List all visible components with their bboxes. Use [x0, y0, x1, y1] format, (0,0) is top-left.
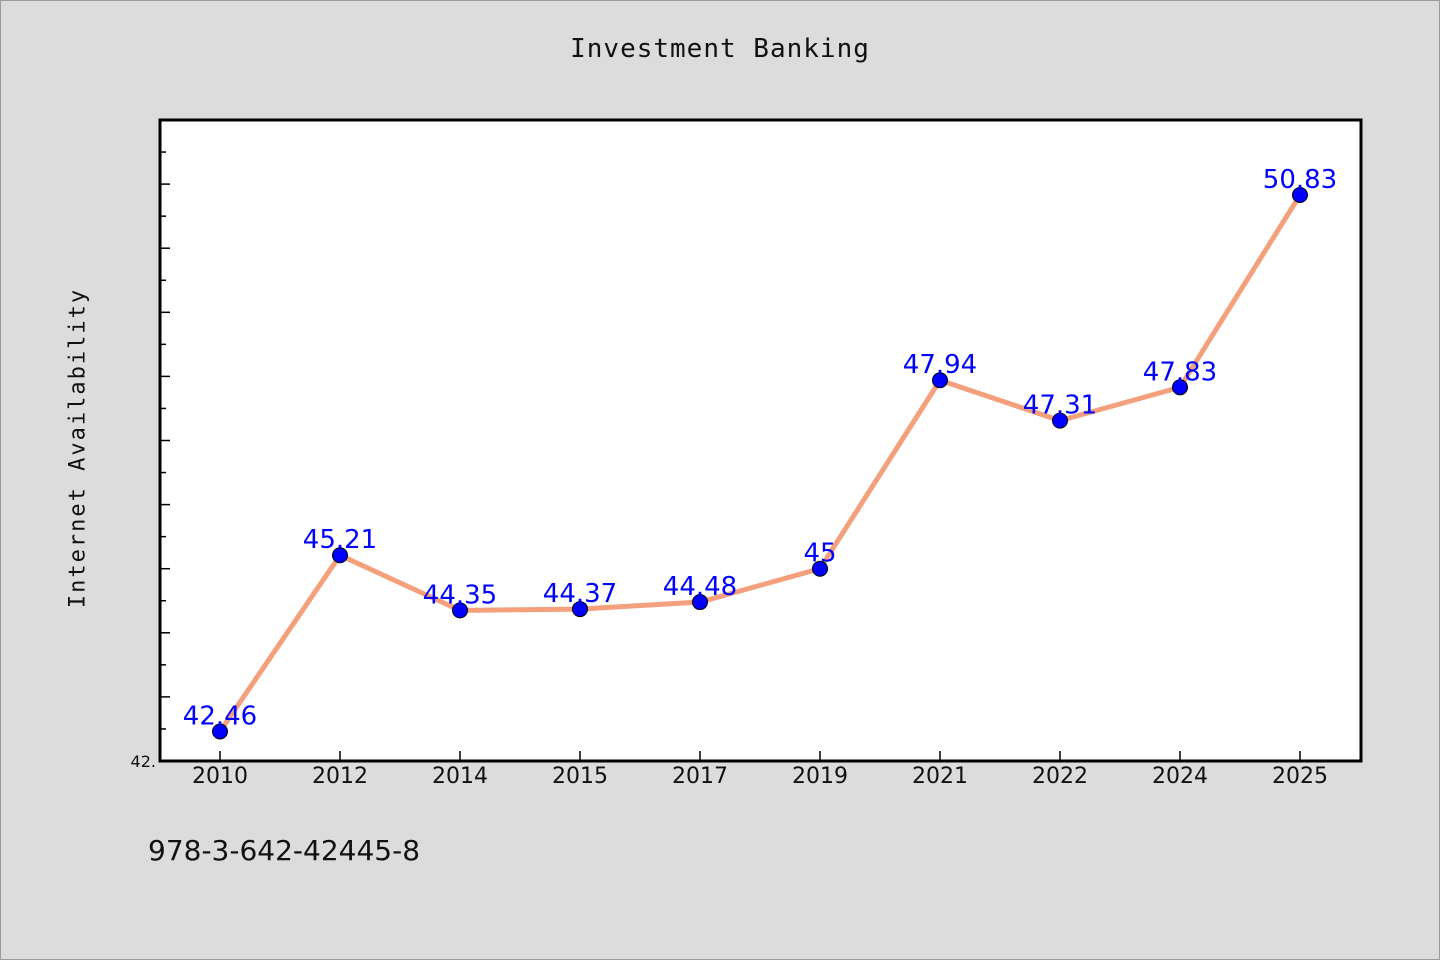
x-tick-label: 2012 — [312, 764, 368, 789]
data-label: 47.31 — [1023, 391, 1097, 421]
data-labels: 42.46 45.21 44.35 44.37 44.48 45 47.94 47.31 47.… — [183, 165, 1337, 732]
x-tick-label: 2021 — [912, 764, 968, 789]
data-label: 45.21 — [303, 525, 377, 555]
series-line — [217, 193, 1303, 733]
series-layer — [212, 186, 1308, 740]
y-axis-ticks: 42. — [131, 119, 170, 771]
data-label: 47.94 — [903, 350, 977, 380]
x-tick-label: 2010 — [192, 764, 248, 789]
data-point — [212, 723, 228, 740]
data-label: 44.48 — [663, 572, 737, 602]
x-tick-label: 2014 — [432, 764, 488, 789]
data-point — [692, 594, 708, 611]
data-label: 45 — [803, 539, 836, 569]
x-tick-label: 2015 — [552, 764, 608, 789]
isbn-text: 978-3-642-42445-8 — [148, 834, 421, 867]
data-label: 44.37 — [543, 579, 617, 609]
data-point — [932, 372, 948, 389]
data-label: 42.46 — [183, 702, 257, 732]
x-tick-label: 2019 — [792, 764, 848, 789]
data-label: 44.35 — [423, 580, 497, 610]
x-axis-ticks: 2010 2012 2014 2015 2017 2019 2021 2022 2024 2025 — [192, 751, 1328, 789]
x-tick-label: 2017 — [672, 764, 728, 789]
x-tick-label: 2024 — [1152, 764, 1208, 789]
data-point — [1052, 412, 1068, 429]
y-tick-label: 42. — [131, 752, 156, 771]
chart-title: Investment Banking — [570, 34, 870, 64]
data-point — [452, 602, 468, 619]
plot-area — [158, 118, 1363, 763]
data-point — [1172, 379, 1188, 396]
data-point — [1292, 186, 1308, 203]
data-point — [572, 601, 588, 618]
data-point — [812, 560, 828, 577]
data-point — [332, 547, 348, 564]
x-tick-label: 2022 — [1032, 764, 1088, 789]
data-label: 50.83 — [1263, 165, 1337, 195]
x-tick-label: 2025 — [1272, 764, 1328, 789]
data-label: 47.83 — [1143, 357, 1217, 387]
